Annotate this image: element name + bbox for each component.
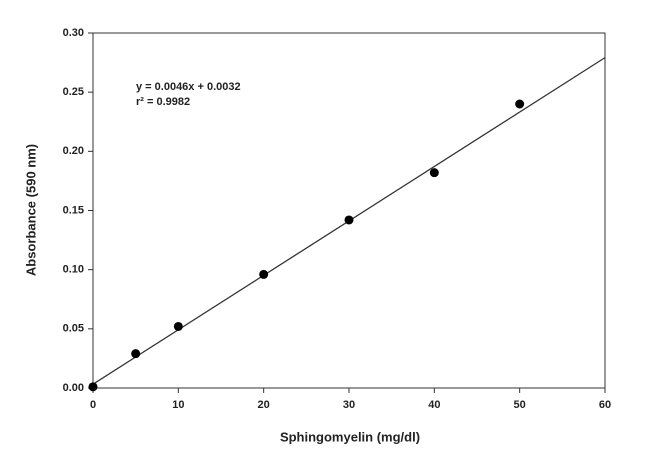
y-tick-label: 0.00 bbox=[63, 382, 84, 394]
x-axis-title: Sphingomyelin (mg/dl) bbox=[280, 429, 420, 444]
y-tick-label: 0.15 bbox=[63, 204, 84, 216]
y-tick-label: 0.25 bbox=[63, 86, 84, 98]
data-point bbox=[88, 382, 98, 392]
x-tick-label: 30 bbox=[343, 399, 355, 411]
data-point bbox=[515, 99, 525, 109]
x-tick-label: 10 bbox=[172, 399, 184, 411]
data-point bbox=[344, 215, 354, 225]
y-axis-title: Absorbance (590 nm) bbox=[23, 144, 38, 276]
data-point bbox=[173, 321, 183, 331]
x-tick-label: 0 bbox=[90, 399, 96, 411]
y-tick-label: 0.10 bbox=[63, 264, 84, 276]
data-point bbox=[429, 168, 439, 178]
data-point bbox=[259, 269, 269, 279]
x-tick-label: 50 bbox=[514, 399, 526, 411]
y-tick-label: 0.05 bbox=[63, 323, 84, 335]
r-squared: r² = 0.9982 bbox=[136, 96, 190, 108]
y-tick-label: 0.20 bbox=[63, 145, 84, 157]
x-tick-label: 20 bbox=[258, 399, 270, 411]
data-point bbox=[131, 349, 141, 359]
x-tick-label: 60 bbox=[599, 399, 611, 411]
equation: y = 0.0046x + 0.0032 bbox=[136, 81, 241, 93]
x-tick-label: 40 bbox=[428, 399, 440, 411]
y-tick-label: 0.30 bbox=[63, 27, 84, 39]
